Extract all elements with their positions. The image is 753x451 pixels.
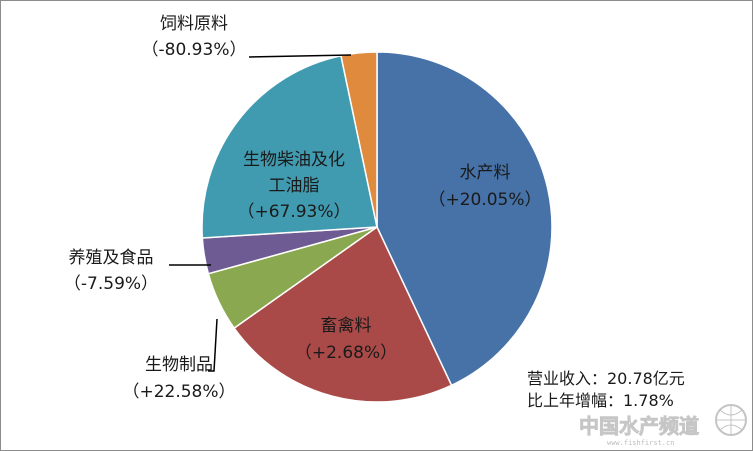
- leader-line-6: [248, 54, 352, 58]
- slice-name-label-1: 水产料: [460, 163, 511, 183]
- slice-name-label-4: 养殖及食品: [69, 248, 154, 268]
- watermark: 中国水产频道 www.fishfirst.cn: [579, 404, 747, 447]
- slice-name-label-2: 畜禽料: [321, 316, 372, 336]
- pie-slice-1: [376, 51, 553, 387]
- slice-change-label-2: （+2.68%）: [295, 343, 397, 363]
- leader-line-3: [208, 318, 218, 372]
- slice-change-label-1: （+20.05%）: [428, 190, 541, 210]
- slice-change-label-3: （+22.58%）: [122, 382, 235, 402]
- summary-revenue-text: 营业收入：20.78亿元: [527, 369, 685, 388]
- slice-name-label-5: 工油脂: [269, 176, 320, 196]
- pie-slice-5: [201, 54, 378, 239]
- slice-change-label-6: （-80.93%）: [142, 40, 247, 60]
- slice-change-label-5: （+67.93%）: [237, 202, 350, 222]
- summary-growth-text: 比上年增幅：1.78%: [527, 391, 674, 410]
- pie-slice-2: [233, 225, 453, 403]
- slice-name-label-5: 生物柴油及化: [243, 150, 345, 170]
- watermark-url: www.fishfirst.cn: [607, 439, 674, 447]
- slice-name-label-6: 饲料原料: [160, 14, 228, 34]
- slice-change-label-4: （-7.59%）: [64, 274, 158, 294]
- watermark-text: 中国水产频道: [579, 414, 699, 438]
- slice-name-label-3: 生物制品: [145, 355, 213, 375]
